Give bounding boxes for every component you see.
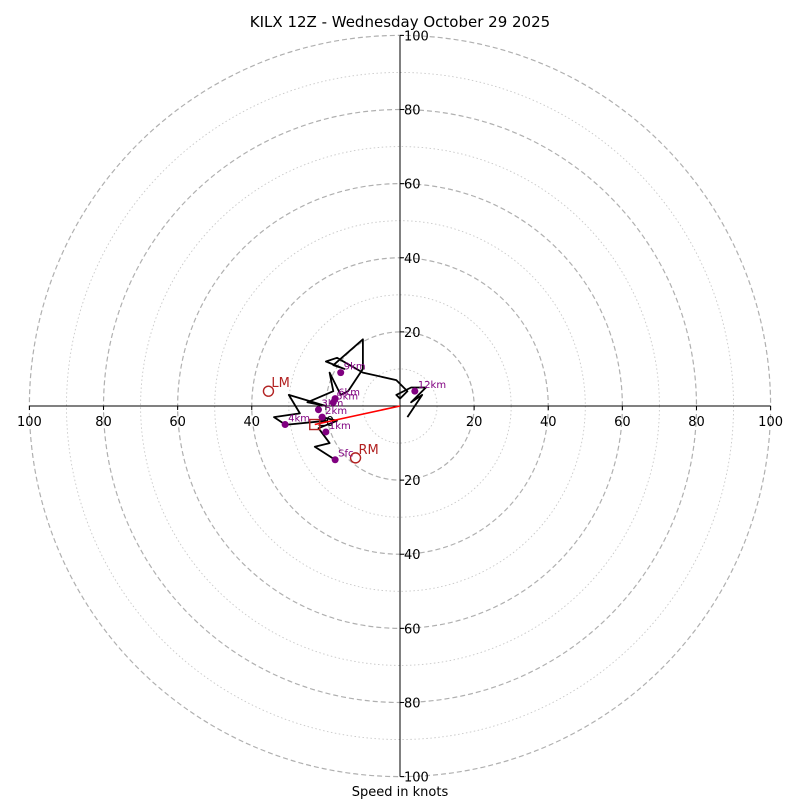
y-tick-label: 40: [404, 548, 421, 563]
height-marker-6km: [331, 395, 339, 403]
y-tick-label: 40: [404, 252, 421, 267]
x-tick-label: 100: [17, 415, 42, 430]
height-marker-12km: [411, 387, 419, 395]
storm-motion-group: RM LM: [262, 376, 401, 464]
height-label-4km: 4km: [288, 414, 310, 425]
left-mover-marker: [262, 385, 275, 397]
height-marker-1km: [322, 428, 330, 436]
y-tick-label: 80: [404, 104, 421, 119]
x-tick-label: 80: [688, 415, 705, 430]
x-tick-label: 20: [466, 415, 483, 430]
y-tick-label: 20: [404, 474, 421, 489]
y-tick-label: 60: [404, 178, 421, 193]
x-tick-label: 80: [95, 415, 112, 430]
height-label-2km: 2km: [325, 406, 347, 417]
mean-wind-marker: [309, 418, 321, 431]
chart-title: KILX 12Z - Wednesday October 29 2025: [250, 13, 550, 31]
height-marker-sfc: [331, 456, 339, 464]
y-tick-label: 100: [404, 771, 429, 786]
height-label-12km: 12km: [418, 380, 446, 391]
y-tick-label: 60: [404, 622, 421, 637]
height-marker-9km: [337, 369, 345, 377]
x-tick-label: 100: [758, 415, 783, 430]
left-mover-label: LM: [271, 376, 289, 391]
height-label-5km: 5km: [336, 391, 358, 402]
height-label-6km: 6km: [338, 388, 360, 399]
height-markers: Sfc1km2km3km4km5km6km9km12km: [281, 362, 446, 464]
storm-motion-vector: [314, 405, 401, 426]
x-tick-label: 40: [540, 415, 557, 430]
height-marker-2km: [318, 413, 326, 421]
x-tick-label: 40: [243, 415, 260, 430]
y-tick-label: 80: [404, 696, 421, 711]
y-tick-label: 20: [404, 326, 421, 341]
x-axis-label: Speed in knots: [352, 785, 449, 800]
height-label-sfc: Sfc: [338, 449, 353, 460]
x-tick-label: 60: [169, 415, 186, 430]
y-tick-label: 100: [404, 29, 429, 44]
x-tick-label: 60: [614, 415, 631, 430]
right-mover-label: RM: [359, 443, 379, 458]
height-marker-4km: [281, 421, 289, 429]
height-marker-3km: [314, 406, 322, 414]
height-label-9km: 9km: [344, 362, 366, 373]
height-label-1km: 1km: [329, 421, 351, 432]
right-mover-marker: [349, 452, 362, 464]
